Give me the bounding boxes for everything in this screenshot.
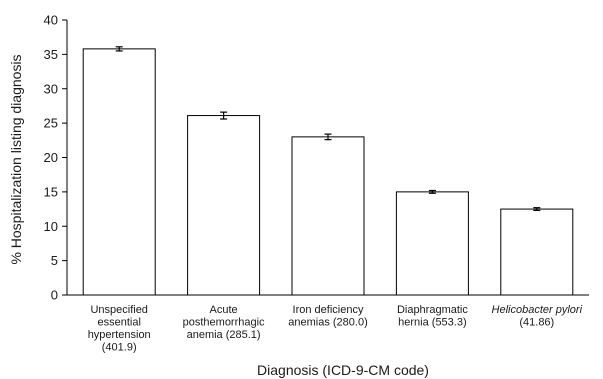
error-bars — [115, 46, 541, 212]
category-label-line: anemia (285.1) — [187, 329, 261, 341]
bar — [291, 136, 365, 296]
category-label-line: Helicobacter pylori — [492, 304, 583, 316]
category-label-line: essential — [97, 317, 140, 329]
category-label: Diaphragmatic hernia (553.3) — [397, 304, 468, 329]
error-bar — [533, 207, 541, 212]
y-tick-label: 15 — [44, 184, 58, 199]
error-bar — [428, 189, 436, 194]
category-label: Unspecified essential hypertension (401.9) — [88, 304, 151, 354]
y-tick-label: 40 — [44, 13, 58, 28]
y-tick-label: 30 — [44, 81, 58, 96]
category-label: Acute posthemorrhagic anemia (285.1) — [183, 304, 265, 341]
bar — [500, 208, 574, 296]
bar — [187, 115, 261, 296]
category-label-line: (401.9) — [102, 342, 137, 354]
category-label: Helicobacter pylori (41.86) — [492, 304, 583, 329]
category-label-line: posthemorrhagic — [183, 317, 265, 329]
bars — [82, 48, 574, 296]
x-axis-title: Diagnosis (ICD-9-CM code) — [257, 362, 429, 378]
category-labels: Unspecified essential hypertension (401.9) A… — [88, 304, 583, 354]
category-label-line: hypertension — [88, 329, 151, 341]
y-tick-label: 5 — [51, 253, 58, 268]
category-label-line: (41.86) — [519, 317, 554, 329]
category-label-line: anemias (280.0) — [288, 317, 368, 329]
category-label-line: Unspecified — [90, 304, 147, 316]
y-tick-label: 10 — [44, 219, 58, 234]
error-bar — [220, 111, 228, 120]
y-tick-label: 0 — [51, 288, 58, 303]
y-axis-ticks: 0 5 10 15 20 25 30 35 40 — [44, 13, 67, 303]
y-tick-label: 20 — [44, 150, 58, 165]
y-tick-label: 35 — [44, 47, 58, 62]
y-tick-label: 25 — [44, 116, 58, 131]
category-label-line: Iron deficiency — [293, 304, 364, 316]
category-label: Iron deficiency anemias (280.0) — [288, 304, 368, 329]
category-label-line: hernia (553.3) — [398, 317, 467, 329]
category-label-line: Diaphragmatic — [397, 304, 468, 316]
error-bar — [115, 46, 123, 52]
y-axis-title: % Hospitalization listing diagnosis — [8, 54, 24, 264]
bar — [82, 48, 156, 296]
bar — [395, 191, 469, 296]
error-bar — [324, 133, 332, 141]
category-label-line: Acute — [210, 304, 238, 316]
